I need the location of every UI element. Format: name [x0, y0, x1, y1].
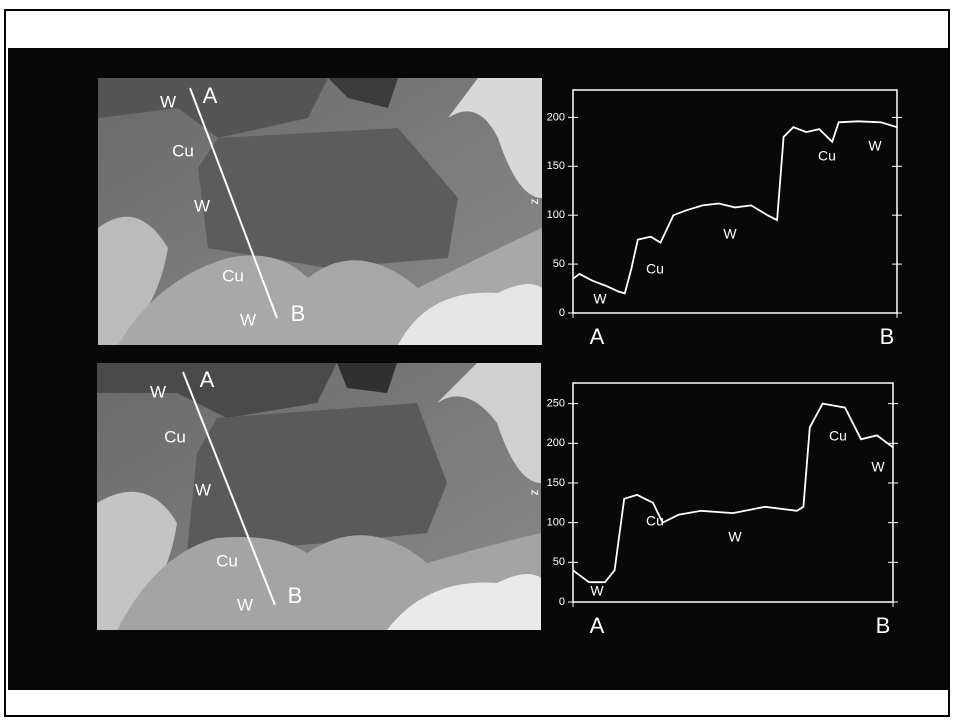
annotation: Cu — [829, 428, 847, 444]
image-label: W — [240, 310, 256, 329]
stm-image: W A Cu W Cu B W — [97, 363, 541, 630]
image-label: W — [195, 480, 211, 499]
y-tick-label: 100 — [547, 517, 565, 529]
y-axis-label: z — [527, 490, 541, 496]
image-label: A — [203, 83, 218, 108]
y-tick-label: 250 — [547, 398, 565, 410]
image-label: Cu — [222, 266, 244, 285]
annotation: W — [723, 226, 737, 242]
y-tick-label: 0 — [559, 307, 565, 319]
y-tick-label: 50 — [553, 556, 565, 568]
y-tick-label: 150 — [547, 477, 565, 489]
y-tick-label: 150 — [547, 160, 565, 172]
figure: WACuWCuBW WACuWCuBW 050100150200ABzWCuWC… — [0, 0, 955, 722]
image-label: W — [237, 595, 253, 614]
annotation: W — [593, 291, 607, 307]
image-label: W — [160, 92, 176, 111]
stm-image: W A Cu W Cu B W — [98, 78, 542, 345]
annotation: W — [590, 583, 604, 599]
image-label: B — [291, 301, 306, 326]
image-label: B — [288, 583, 303, 608]
image-label: Cu — [216, 551, 238, 570]
y-tick-label: 200 — [547, 111, 565, 123]
image-label: Cu — [164, 427, 186, 446]
x-tick-label: B — [880, 324, 895, 349]
image-label: Cu — [172, 141, 194, 160]
x-tick-label: B — [876, 613, 891, 638]
x-tick-label: A — [590, 324, 605, 349]
annotation: Cu — [818, 148, 836, 164]
x-tick-label: A — [590, 613, 605, 638]
annotation: W — [728, 529, 742, 545]
y-tick-label: 0 — [559, 596, 565, 608]
image-label: W — [150, 382, 166, 401]
annotation: W — [871, 459, 885, 475]
image-label: W — [194, 196, 210, 215]
annotation: W — [868, 138, 882, 154]
annotation: Cu — [646, 513, 664, 529]
y-axis-label: z — [527, 199, 541, 205]
image-label: A — [200, 367, 215, 392]
y-tick-label: 100 — [547, 209, 565, 221]
annotation: Cu — [646, 261, 664, 277]
y-tick-label: 50 — [553, 258, 565, 270]
y-tick-label: 200 — [547, 437, 565, 449]
